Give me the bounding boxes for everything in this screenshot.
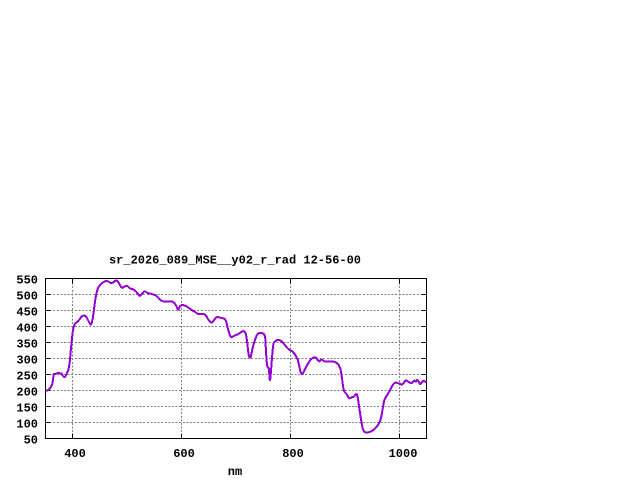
svg-text:200: 200	[16, 386, 38, 400]
svg-text:450: 450	[16, 306, 38, 320]
svg-text:nm: nm	[228, 465, 242, 479]
svg-text:100: 100	[16, 418, 38, 432]
svg-text:350: 350	[16, 338, 38, 352]
svg-text:150: 150	[16, 402, 38, 416]
svg-text:250: 250	[16, 370, 38, 384]
svg-text:400: 400	[64, 447, 86, 461]
svg-text:550: 550	[16, 274, 38, 288]
svg-text:50: 50	[24, 434, 38, 448]
svg-text:500: 500	[16, 290, 38, 304]
svg-text:1000: 1000	[389, 447, 418, 461]
svg-text:400: 400	[16, 322, 38, 336]
svg-text:600: 600	[173, 447, 195, 461]
svg-text:sr_2026_089_MSE__y02_r_rad 12-: sr_2026_089_MSE__y02_r_rad 12-56-00	[109, 254, 361, 268]
svg-text:800: 800	[282, 447, 304, 461]
svg-text:300: 300	[16, 354, 38, 368]
